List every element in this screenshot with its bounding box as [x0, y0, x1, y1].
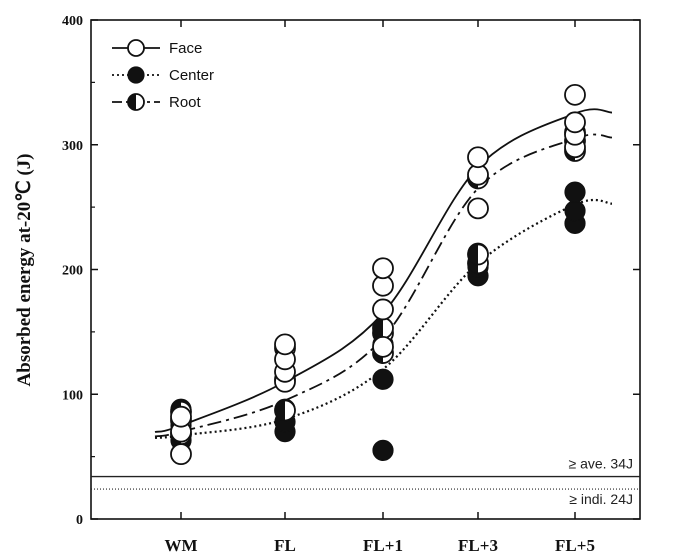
point-face	[467, 197, 489, 220]
y-tick-label: 100	[62, 388, 83, 403]
point-face	[127, 39, 145, 57]
reference-line-label: ≥ ave. 34J	[569, 456, 634, 472]
point-face	[372, 257, 394, 280]
reference-lines: ≥ ave. 34J ≥ indi. 24J	[91, 456, 640, 507]
y-tick-label: 300	[62, 139, 83, 154]
point-root	[127, 93, 145, 111]
point-face	[564, 111, 586, 134]
legend: Face Center Root	[112, 39, 214, 111]
point-root	[274, 399, 296, 422]
x-tick-label: FL	[274, 536, 296, 555]
point-center	[372, 439, 394, 461]
y-axis: 0 100 200 300 400	[62, 14, 640, 528]
point-center	[564, 200, 586, 222]
point-face	[170, 405, 192, 428]
y-tick-label: 400	[62, 14, 83, 29]
y-tick-label: 200	[62, 264, 83, 279]
point-root	[372, 317, 394, 340]
y-axis-label: Absorbed energy at-20℃ (J)	[14, 154, 35, 387]
point-face	[170, 443, 192, 466]
legend-label: Root	[169, 94, 202, 111]
point-center	[127, 66, 145, 84]
x-tick-label: FL+3	[458, 536, 498, 555]
y-tick-label: 0	[76, 513, 83, 528]
x-tick-label: FL+1	[363, 536, 403, 555]
point-face	[467, 146, 489, 169]
reference-line-label: ≥ indi. 24J	[569, 491, 633, 507]
x-axis: WM FL FL+1 FL+3 FL+5	[164, 20, 595, 555]
point-center	[372, 368, 394, 390]
data-points	[170, 83, 586, 466]
point-face	[274, 333, 296, 356]
point-face	[564, 83, 586, 106]
point-face	[372, 298, 394, 321]
legend-label: Center	[169, 67, 214, 84]
point-face	[372, 335, 394, 358]
point-center	[564, 181, 586, 203]
legend-label: Face	[169, 40, 202, 57]
x-tick-label: FL+5	[555, 536, 595, 555]
x-tick-label: WM	[164, 536, 197, 555]
point-root	[467, 243, 489, 266]
